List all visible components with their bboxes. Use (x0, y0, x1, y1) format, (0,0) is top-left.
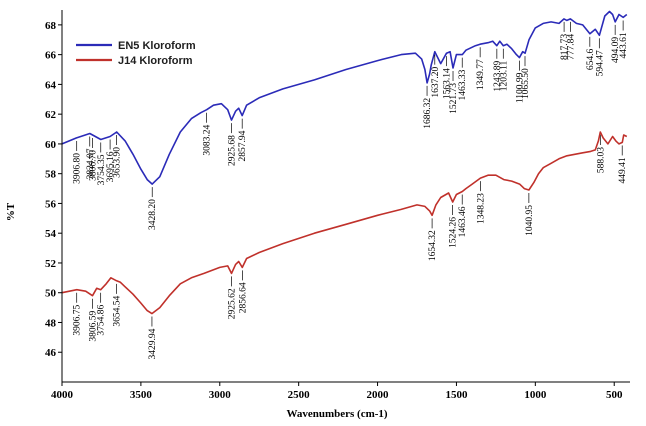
peak-label: 594.47 (595, 50, 605, 76)
x-tick-label: 500 (606, 389, 623, 401)
peak-label: 3754.86 (97, 304, 107, 335)
peak-label: 817.73 (560, 34, 570, 60)
peak-label: 654.6 (586, 49, 596, 71)
peak-label: 3083.24 (203, 124, 213, 155)
peak-label: 2925.68 (228, 135, 238, 166)
x-axis-ticks: 4000 3500 3000 2500 2000 1500 1000 500 (51, 382, 623, 401)
peak-label: 1243.89 (493, 60, 503, 91)
x-tick-label: 2000 (367, 389, 390, 401)
axes (61, 10, 630, 383)
peak-label: 443.61 (619, 32, 629, 58)
y-tick-label: 48 (45, 317, 57, 329)
series-line-1 (61, 10, 628, 185)
peak-label: 1348.23 (476, 193, 486, 224)
y-tick-label: 60 (45, 139, 57, 151)
x-tick-label: 4000 (51, 389, 74, 401)
x-tick-label: 3500 (130, 389, 153, 401)
y-tick-label: 52 (45, 258, 57, 270)
x-tick-label: 2500 (288, 389, 311, 401)
peak-label: 2856.64 (238, 282, 248, 313)
series-layer (61, 10, 628, 315)
y-tick-label: 62 (45, 109, 57, 121)
peak-label: 3695.16 (106, 151, 116, 182)
peak-label: 1637.20 (431, 66, 441, 97)
x-tick-label: 1500 (445, 389, 468, 401)
peak-label: 588.03 (596, 147, 606, 173)
peak-label: 3806.70 (89, 150, 99, 181)
peak-label: 3806.59 (89, 310, 99, 341)
peak-label: 3906.80 (73, 153, 83, 184)
peak-label: 2925.62 (228, 288, 238, 319)
peak-label: 2857.94 (238, 130, 248, 161)
peak-label: 449.41 (618, 157, 628, 183)
peak-label: 1686.32 (423, 98, 433, 129)
y-tick-label: 50 (45, 288, 57, 300)
peak-label: 1524.26 (449, 217, 459, 248)
y-tick-label: 66 (45, 50, 57, 62)
legend-label: EN5 Kloroform (118, 40, 196, 52)
peak-label: 3653.90 (113, 147, 123, 178)
peak-label: 3906.75 (73, 304, 83, 335)
peak-label: 1463.33 (458, 69, 468, 100)
legend: EN5 Kloroform J14 Kloroform (76, 40, 196, 67)
peak-label: 1040.95 (525, 205, 535, 236)
y-axis-title: %T (5, 202, 17, 221)
peak-label: 1563.14 (443, 68, 453, 99)
peak-label: 1463.46 (458, 206, 468, 237)
legend-label: J14 Kloroform (118, 55, 193, 67)
y-axis-ticks: 46 48 50 52 54 56 58 60 62 64 66 68 (45, 20, 62, 359)
y-tick-label: 56 (45, 198, 57, 210)
y-tick-label: 68 (45, 20, 57, 32)
peak-label: 3428.20 (148, 199, 158, 230)
y-tick-label: 64 (45, 79, 57, 91)
y-tick-label: 54 (45, 228, 57, 240)
peak-label: 494.09 (611, 37, 621, 63)
peak-label: 1654.32 (428, 230, 438, 261)
x-axis-title: Wavenumbers (cm-1) (286, 408, 387, 420)
peak-label: 1349.77 (476, 59, 486, 90)
peak-label: 1521.73 (449, 83, 459, 114)
peak-label: 3754.35 (97, 154, 107, 185)
y-tick-label: 46 (45, 347, 57, 359)
peak-label: 777.84 (566, 34, 576, 60)
peak-label: 3429.94 (148, 328, 158, 359)
peak-label: 3824.07 (86, 148, 96, 179)
peak-label: 3654.54 (113, 296, 123, 327)
y-tick-label: 58 (45, 169, 57, 181)
peak-label: 1065.50 (521, 68, 531, 99)
peak-label: 1203.11 (499, 60, 509, 91)
x-tick-label: 1000 (524, 389, 547, 401)
series-line-2 (61, 131, 628, 315)
peak-label: 1100.99 (515, 72, 525, 103)
x-tick-label: 3000 (209, 389, 232, 401)
